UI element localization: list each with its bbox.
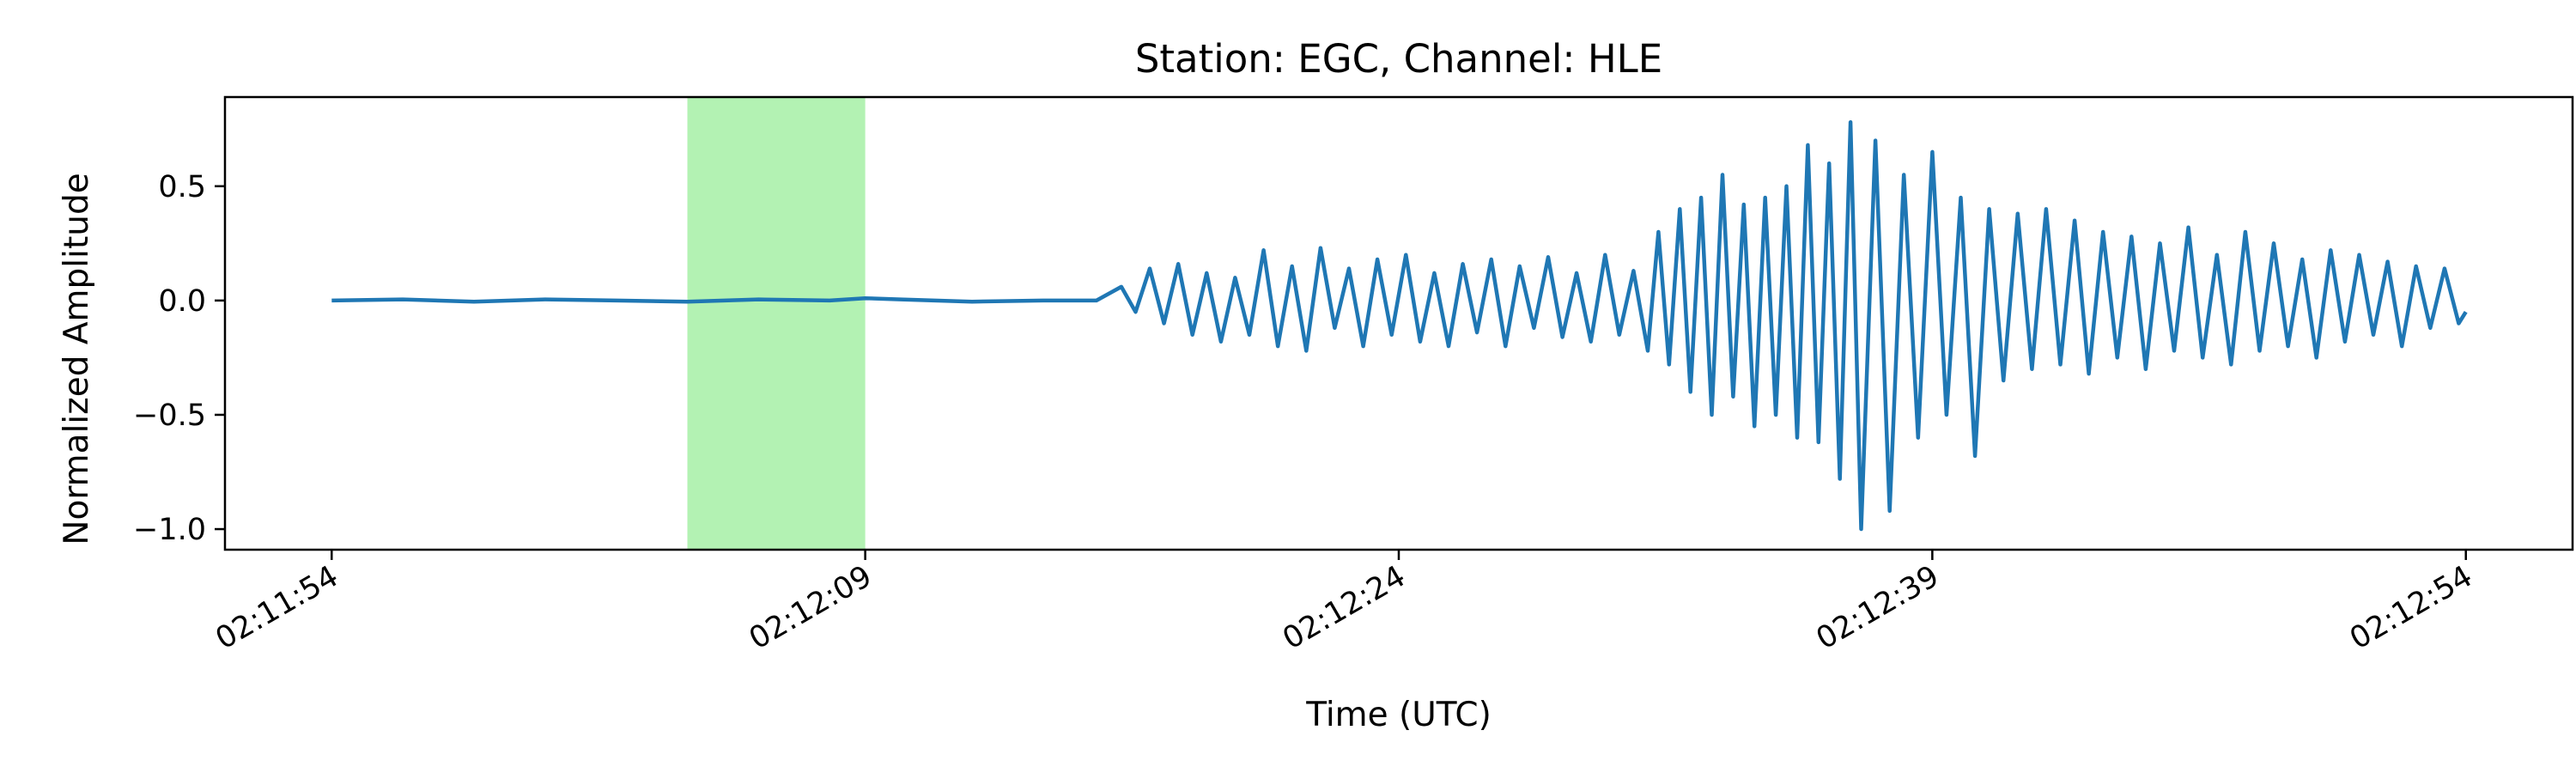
plot-area <box>223 95 2574 551</box>
x-tick-label: 02:12:24 <box>1277 559 1411 656</box>
y-tick-label: −1.0 <box>133 513 206 547</box>
plot-frame <box>223 95 2574 551</box>
x-tick-label: 02:12:09 <box>744 559 878 656</box>
x-tick-label: 02:12:39 <box>1811 559 1945 656</box>
highlight-window <box>687 97 866 550</box>
y-tick-label: 0.0 <box>158 284 206 319</box>
y-axis: 0.5 0.0 −0.5 −1.0 <box>133 170 225 547</box>
y-tick-label: 0.5 <box>158 170 206 204</box>
x-tick-label: 02:11:54 <box>210 559 344 656</box>
chart-title: Station: EGC, Channel: HLE <box>1135 36 1662 82</box>
x-axis-title: Time (UTC) <box>1305 696 1492 734</box>
x-tick-label: 02:12:54 <box>2344 559 2478 656</box>
y-tick-label: −0.5 <box>133 399 206 433</box>
y-axis-title: Normalized Amplitude <box>58 173 96 545</box>
waveform-line-0 <box>331 120 2468 532</box>
x-axis: 02:11:54 02:12:09 02:12:24 02:12:39 02:12:54 <box>210 550 2478 656</box>
